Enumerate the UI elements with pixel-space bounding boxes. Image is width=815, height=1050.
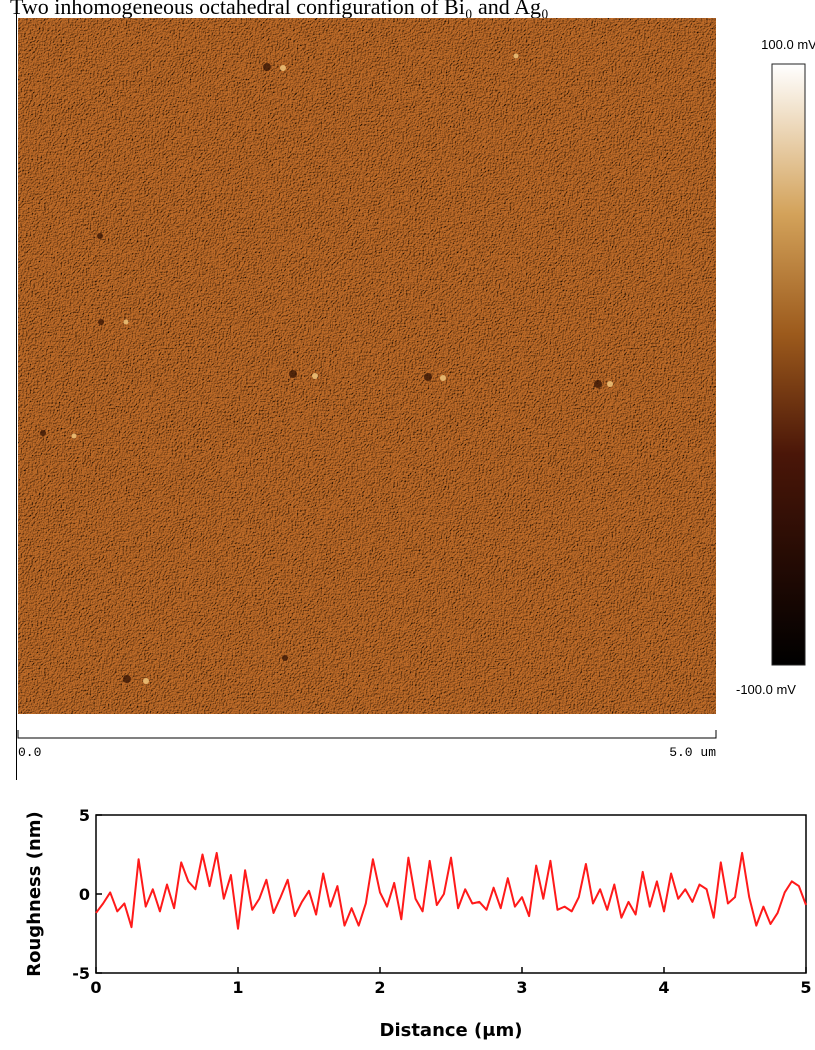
colorbar-max: 100.0 mV bbox=[761, 37, 815, 52]
plot-frame bbox=[95, 814, 807, 974]
y-tick-label: 5 bbox=[79, 806, 90, 825]
x-tick-label: 2 bbox=[374, 978, 385, 997]
colorbar bbox=[771, 63, 806, 666]
title: Two inhomogeneous octahedral configurati… bbox=[10, 0, 549, 19]
x-tick-label: 5 bbox=[800, 978, 811, 997]
scale-start: 0.0 bbox=[18, 745, 41, 760]
colorbar-min: -100.0 mV bbox=[736, 682, 796, 697]
y-axis-label: Roughness (nm) bbox=[24, 811, 45, 976]
y-tick-label: 0 bbox=[79, 885, 90, 904]
x-tick-label: 1 bbox=[232, 978, 243, 997]
afm-image bbox=[18, 18, 716, 714]
scale-bar bbox=[17, 730, 717, 739]
y-tick-label: -5 bbox=[72, 964, 90, 983]
x-tick-label: 0 bbox=[90, 978, 101, 997]
x-tick-label: 3 bbox=[516, 978, 527, 997]
roughness-line bbox=[95, 851, 807, 930]
scale-end: 5.0 um bbox=[669, 745, 716, 760]
x-tick-label: 4 bbox=[658, 978, 669, 997]
x-axis-label: Distance (μm) bbox=[380, 1020, 523, 1041]
